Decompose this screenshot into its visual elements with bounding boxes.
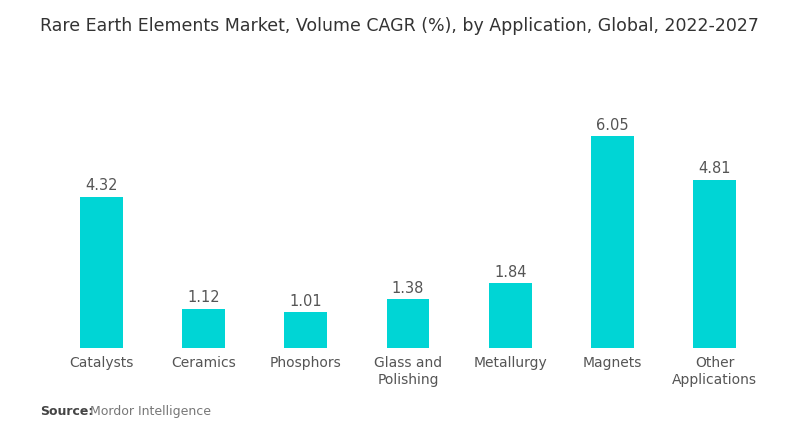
Text: 1.84: 1.84: [494, 265, 526, 280]
Bar: [693, 180, 736, 348]
Text: Source:: Source:: [40, 404, 94, 418]
Bar: [182, 309, 225, 348]
Text: 1.01: 1.01: [290, 294, 322, 309]
Text: Rare Earth Elements Market, Volume CAGR (%), by Application, Global, 2022-2027: Rare Earth Elements Market, Volume CAGR …: [40, 17, 759, 36]
Bar: [386, 299, 430, 348]
Text: 4.81: 4.81: [698, 161, 731, 176]
Text: 4.32: 4.32: [85, 179, 118, 193]
Bar: [591, 137, 634, 348]
Text: 6.05: 6.05: [596, 118, 629, 133]
Text: 1.12: 1.12: [187, 290, 220, 305]
Bar: [80, 197, 123, 348]
Bar: [284, 312, 327, 348]
Text: 1.38: 1.38: [392, 281, 424, 296]
Bar: [489, 283, 532, 348]
Text: Mordor Intelligence: Mordor Intelligence: [82, 404, 210, 418]
